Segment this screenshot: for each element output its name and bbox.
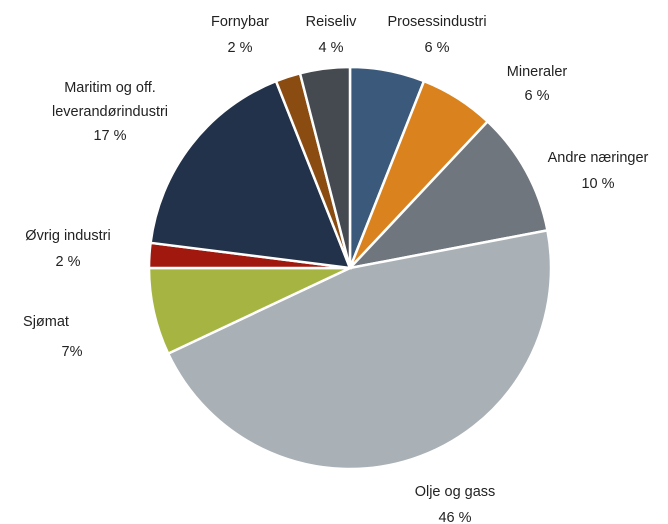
slice — [166, 228, 553, 471]
slice-label: Fornybar — [210, 14, 270, 30]
slice-label: Reiseliv — [305, 14, 357, 30]
value-label: 4 % — [318, 40, 344, 56]
value-label: 2 % — [227, 40, 253, 56]
slice-label: Andre næringer — [547, 150, 649, 166]
slice-label: Maritim og off. leverandørindustri — [51, 80, 169, 120]
slice — [346, 119, 549, 270]
value-label: 7% — [61, 344, 83, 360]
value-label: 6 % — [424, 40, 450, 56]
slice-label: Sjømat — [23, 314, 69, 330]
slice-label: Prosessindustri — [387, 14, 487, 30]
slice — [149, 79, 352, 270]
value-label: 2 % — [55, 254, 81, 270]
slice-label: Øvrig industri — [25, 228, 111, 244]
value-label: 6 % — [524, 88, 550, 104]
slice-label: Olje og gass — [414, 484, 496, 500]
value-label: 46 % — [438, 510, 472, 524]
slice-label: Mineraler — [506, 64, 568, 80]
slice — [298, 65, 352, 269]
value-label: 17 % — [93, 128, 127, 144]
value-label: 10 % — [581, 176, 615, 192]
